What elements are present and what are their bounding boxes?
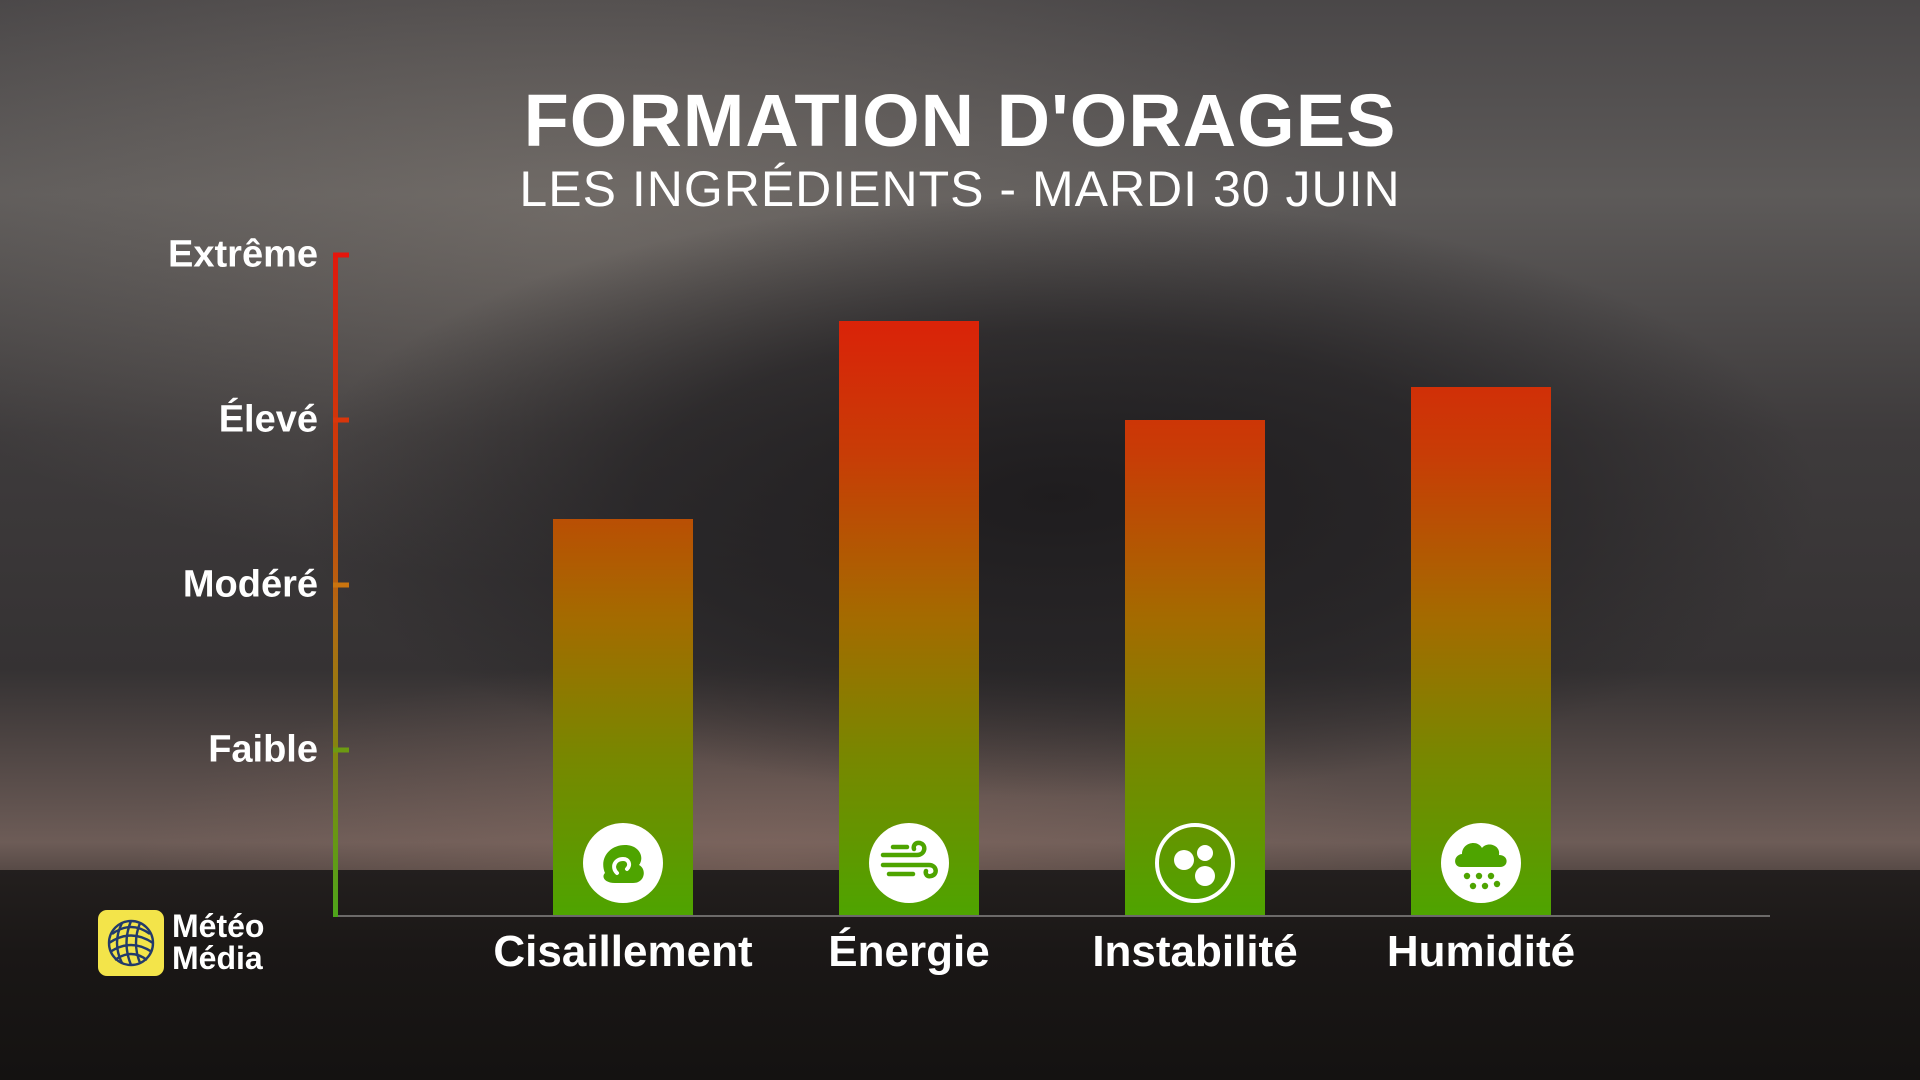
bar-instabilité xyxy=(1125,420,1265,915)
x-category-label: Énergie xyxy=(828,927,990,976)
chart-title: FORMATION D'ORAGES xyxy=(523,79,1397,162)
x-category-label: Cisaillement xyxy=(493,927,753,976)
x-category-label: Humidité xyxy=(1386,927,1576,976)
globe-logo-icon xyxy=(98,910,164,976)
logo-text-line2: Média xyxy=(172,940,263,976)
bar-cisaillement xyxy=(553,519,693,915)
y-tick-mark xyxy=(333,417,349,423)
y-tick-mark xyxy=(333,252,349,258)
bar-humidité xyxy=(1411,387,1551,915)
shear-swirl-icon xyxy=(581,821,665,905)
y-tick-mark xyxy=(333,747,349,753)
meteomedia-logo: Météo Média xyxy=(98,910,270,978)
y-tick-label: Élevé xyxy=(218,398,318,441)
bar-énergie xyxy=(839,321,979,915)
y-tick-mark xyxy=(333,582,349,588)
wind-icon xyxy=(867,821,951,905)
x-category-label: Instabilité xyxy=(1092,927,1298,976)
chart-subtitle: LES INGRÉDIENTS - MARDI 30 JUIN xyxy=(519,161,1401,217)
x-axis-baseline xyxy=(338,915,1770,917)
y-tick-label: Faible xyxy=(208,728,318,771)
logo-text-line1: Météo xyxy=(172,908,265,944)
instability-bubbles-icon xyxy=(1153,821,1237,905)
y-tick-label: Modéré xyxy=(182,563,318,606)
y-tick-label: Extrême xyxy=(168,233,318,276)
rain-cloud-icon xyxy=(1439,821,1523,905)
